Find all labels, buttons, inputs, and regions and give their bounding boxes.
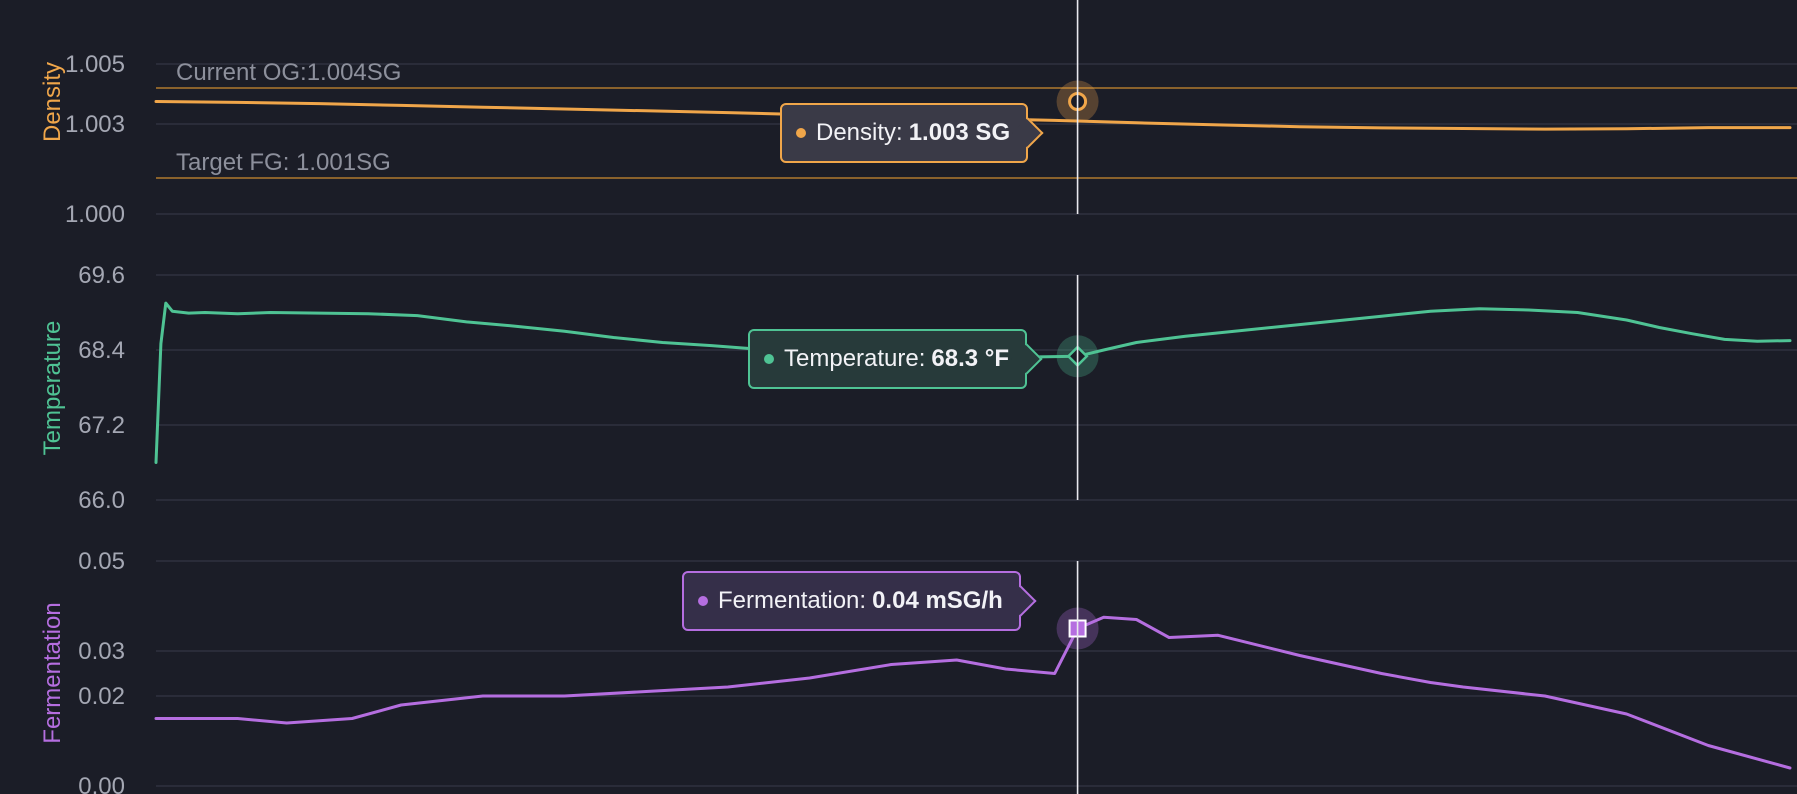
density-y-tick-label: 1.000 — [65, 201, 125, 228]
density-reference-label: Target FG: 1.001SG — [176, 149, 391, 176]
fermentation-legend-dot — [698, 596, 708, 606]
temperature-y-tick-label: 69.6 — [78, 262, 125, 289]
temperature-axis-title: Temperature — [39, 321, 66, 456]
fermentation-y-tick-label: 0.02 — [78, 683, 125, 710]
density-tooltip-label: Density: — [816, 119, 903, 146]
temperature-tooltip: Temperature: 68.3 °F — [748, 329, 1043, 389]
density-axis-title: Density — [39, 62, 66, 142]
temperature-y-tick-label: 67.2 — [78, 412, 125, 439]
fermentation-axis-title: Fermentation — [39, 602, 66, 743]
temperature-y-tick-label: 68.4 — [78, 337, 125, 364]
density-tooltip-value: 1.003 SG — [908, 119, 1011, 146]
fermentation-tooltip-value: 0.04 mSG/h — [872, 587, 1003, 614]
temperature-y-tick-label: 66.0 — [78, 487, 125, 514]
fermentation-tooltip-label: Fermentation: — [718, 587, 867, 614]
temperature-tooltip-value: 68.3 °F — [931, 345, 1010, 372]
density-y-tick-label: 1.003 — [65, 111, 125, 138]
fermentation-series-line — [154, 615, 1792, 770]
fermentation-y-tick-label: 0.00 — [78, 773, 125, 794]
temperature-tooltip-label: Temperature: — [784, 345, 926, 372]
fermentation-y-tick-label: 0.05 — [78, 548, 125, 575]
density-reference-label: Current OG:1.004SG — [176, 59, 401, 86]
fermentation-tooltip: Fermentation: 0.04 mSG/h — [682, 571, 1037, 631]
density-legend-dot — [796, 128, 806, 138]
temperature-legend-dot — [764, 354, 774, 364]
density-tooltip: Density: 1.003 SG — [780, 103, 1044, 163]
density-y-tick-label: 1.005 — [65, 51, 125, 78]
fermentation-y-tick-label: 0.03 — [78, 638, 125, 665]
